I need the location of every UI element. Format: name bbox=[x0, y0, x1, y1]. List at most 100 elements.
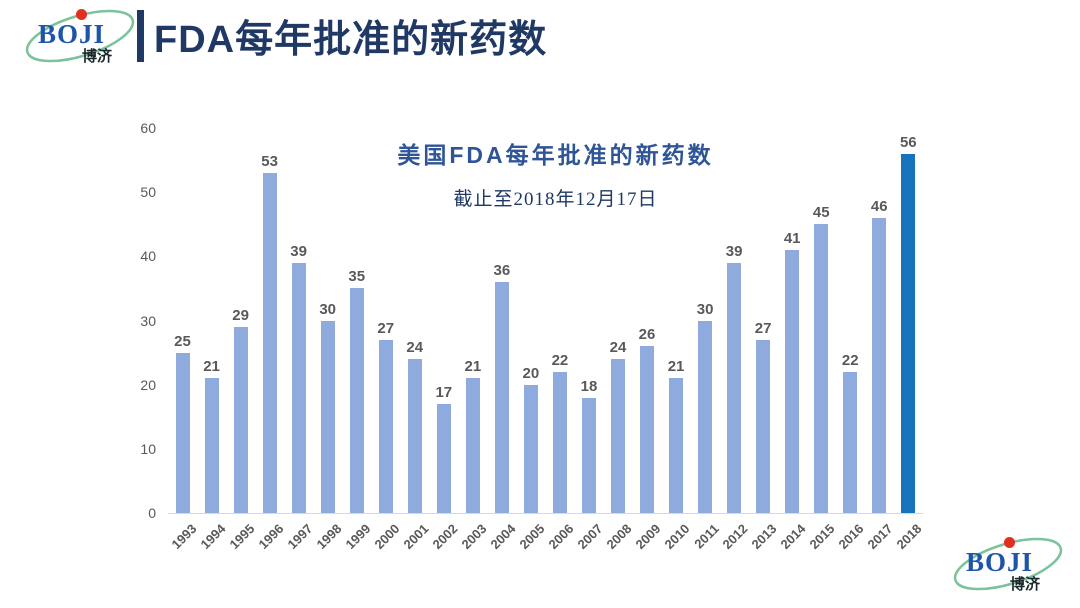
bar-slot: 21 2010 bbox=[662, 128, 693, 552]
x-tick-label: 1997 bbox=[284, 521, 316, 553]
bar-value-label: 53 bbox=[261, 152, 278, 170]
bar bbox=[610, 359, 625, 513]
bar-slot: 21 1994 bbox=[197, 128, 228, 552]
x-tick-label: 2005 bbox=[516, 521, 548, 553]
bar-slot: 30 1998 bbox=[313, 128, 344, 553]
bar-slot: 21 2003 bbox=[458, 128, 489, 552]
y-axis: 0 10 20 30 40 50 60 bbox=[100, 120, 168, 521]
bar bbox=[698, 320, 713, 513]
x-tick-label: 2007 bbox=[574, 521, 606, 553]
x-tick-label: 1996 bbox=[255, 521, 287, 553]
bar bbox=[262, 172, 277, 513]
x-tick-label: 2017 bbox=[864, 521, 896, 553]
header-divider bbox=[137, 10, 144, 62]
bar-slot: 29 1995 bbox=[226, 128, 257, 552]
bar-value-label: 21 bbox=[203, 358, 220, 376]
bar-slot: 30 2011 bbox=[691, 128, 722, 552]
x-tick-label: 2003 bbox=[458, 521, 490, 553]
x-tick-label: 2010 bbox=[661, 521, 693, 553]
bar-slot: 39 2012 bbox=[720, 128, 751, 552]
bar bbox=[727, 262, 742, 513]
x-tick-label: 2000 bbox=[371, 521, 403, 553]
bar-slot: 26 2009 bbox=[633, 128, 664, 552]
bar-slot: 36 2004 bbox=[487, 128, 518, 552]
bar bbox=[669, 378, 684, 513]
x-tick-label: 2011 bbox=[691, 521, 722, 552]
logo-text: BOJI bbox=[966, 547, 1034, 577]
bar-value-label: 45 bbox=[812, 204, 830, 222]
x-tick-label: 2016 bbox=[835, 521, 867, 553]
logo-dot-icon bbox=[1004, 537, 1015, 548]
boji-logo: BOJI 博济 bbox=[20, 2, 140, 70]
boji-logo-footer: BOJI 博济 bbox=[948, 530, 1068, 598]
bar-value-label: 36 bbox=[493, 262, 511, 279]
bar bbox=[785, 249, 800, 513]
bar-slot: 22 2006 bbox=[545, 128, 576, 552]
x-tick-label: 2012 bbox=[719, 521, 751, 553]
bar-value-label: 25 bbox=[174, 332, 191, 350]
x-tick-label: 2004 bbox=[487, 521, 519, 553]
logo-dot-icon bbox=[76, 9, 87, 20]
x-tick-label: 1995 bbox=[226, 521, 258, 553]
bar-value-label: 35 bbox=[348, 268, 366, 286]
bar-slot: 35 1999 bbox=[342, 128, 373, 552]
bar bbox=[407, 359, 422, 513]
bar-slot: 27 2000 bbox=[371, 128, 402, 552]
bar bbox=[204, 378, 219, 513]
y-tick-label: 60 bbox=[140, 120, 156, 136]
bar-value-label: 39 bbox=[290, 242, 307, 260]
bar-value-label: 29 bbox=[232, 306, 249, 324]
bar-slot: 17 2002 bbox=[429, 128, 460, 552]
bar bbox=[175, 352, 190, 513]
x-tick-label: 1993 bbox=[168, 521, 200, 553]
page-title: FDA每年批准的新药数 bbox=[154, 19, 548, 61]
bar-slot: 46 2017 bbox=[865, 128, 896, 552]
bar bbox=[436, 403, 451, 513]
bar-value-label: 27 bbox=[377, 319, 395, 337]
bar-slot: 39 1997 bbox=[284, 128, 315, 552]
x-tick-label: 2015 bbox=[806, 521, 838, 553]
bar-value-label: 20 bbox=[522, 364, 540, 382]
logo-orbit-icon bbox=[25, 9, 135, 63]
bar-slot: 56 2018 bbox=[894, 128, 925, 552]
bar-value-label: 56 bbox=[899, 133, 917, 151]
bar-value-label: 18 bbox=[580, 377, 598, 395]
bar-slot: 22 2016 bbox=[836, 128, 867, 552]
x-tick-label: 2008 bbox=[603, 521, 635, 553]
bar-slot: 53 1996 bbox=[255, 128, 286, 552]
y-tick-label: 20 bbox=[140, 376, 156, 393]
x-tick-label: 1999 bbox=[342, 521, 374, 553]
x-tick-label: 2018 bbox=[893, 521, 925, 553]
bar bbox=[581, 397, 596, 513]
bar-slot: 27 2013 bbox=[749, 128, 780, 552]
bar-value-label: 22 bbox=[551, 351, 569, 369]
bar-value-label: 21 bbox=[667, 358, 685, 376]
y-tick-label: 0 bbox=[148, 505, 156, 521]
bar bbox=[378, 339, 393, 513]
bar-value-label: 22 bbox=[841, 351, 859, 369]
bar-value-label: 21 bbox=[464, 358, 482, 376]
bar bbox=[349, 288, 364, 513]
bar-value-label: 24 bbox=[406, 339, 424, 356]
bar-slot: 20 2005 bbox=[516, 128, 547, 552]
logo-text: BOJI bbox=[38, 19, 106, 49]
bar bbox=[756, 339, 771, 513]
bar bbox=[843, 371, 858, 513]
y-tick-label: 30 bbox=[140, 312, 156, 329]
header: BOJI 博济 FDA每年批准的新药数 bbox=[0, 0, 1080, 80]
bar-value-label: 41 bbox=[783, 229, 801, 247]
bar bbox=[291, 262, 306, 513]
bar bbox=[233, 326, 248, 513]
x-tick-label: 1994 bbox=[197, 521, 229, 553]
x-tick-label: 2013 bbox=[748, 521, 780, 553]
bar-value-label: 17 bbox=[435, 383, 453, 401]
y-tick-label: 10 bbox=[140, 440, 156, 457]
bar bbox=[523, 384, 538, 513]
bar bbox=[640, 346, 655, 513]
bar-slot: 45 2015 bbox=[807, 128, 838, 552]
bar bbox=[901, 153, 916, 513]
bar bbox=[872, 217, 887, 513]
bar-slot: 25 1993 bbox=[168, 128, 199, 552]
bar-value-label: 24 bbox=[609, 339, 627, 356]
logo-subtext: 博济 bbox=[1010, 576, 1041, 593]
